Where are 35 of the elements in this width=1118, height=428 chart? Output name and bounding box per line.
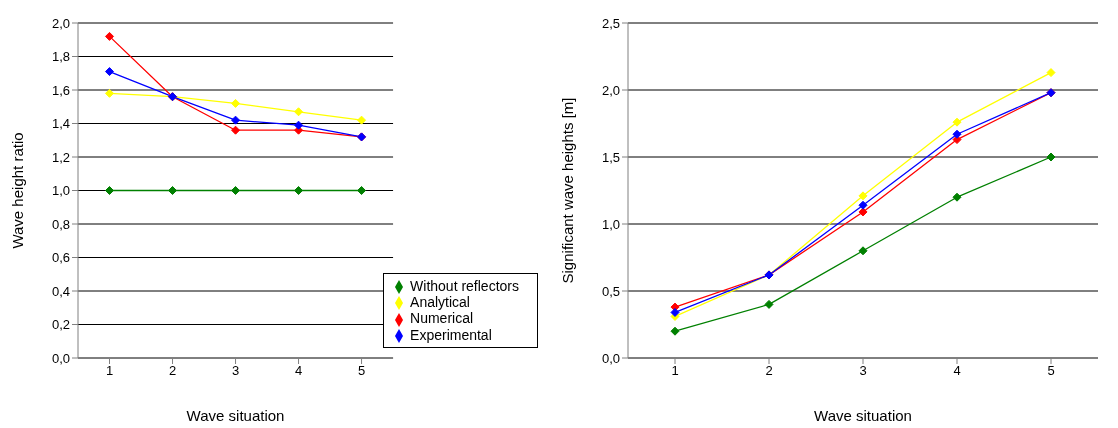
- x-tick-label: 1: [671, 363, 679, 379]
- legend-label: Analytical: [410, 294, 470, 311]
- y-tick-label: 1,0: [601, 216, 620, 232]
- y-tick-label: 1,2: [51, 149, 70, 165]
- x-tick-label: 3: [231, 363, 240, 379]
- y-tick-label: 0,8: [51, 216, 70, 232]
- y-tick-label: 0,5: [601, 283, 620, 299]
- x-tick-label: 2: [765, 363, 773, 379]
- y-tick-label: 1,0: [51, 183, 70, 199]
- y-tick-label: 1,5: [601, 149, 620, 165]
- x-tick-label: 2: [168, 363, 177, 379]
- y-tick-label: 0,6: [51, 250, 70, 266]
- x-axis-title: Wave situation: [186, 407, 285, 424]
- legend-label: Numerical: [410, 310, 474, 327]
- y-axis-title: Significant wave heights [m]: [559, 97, 577, 284]
- legend-label: Without reflectors: [410, 277, 519, 294]
- y-axis-title: Wave height ratio: [9, 132, 27, 249]
- y-tick-label: 0,2: [51, 317, 70, 333]
- y-tick-label: 1,6: [51, 82, 70, 98]
- x-axis-title: Wave situation: [814, 407, 912, 424]
- y-tick-label: 1,4: [51, 116, 70, 132]
- y-tick-label: 2,0: [51, 15, 70, 31]
- x-tick-label: 1: [105, 363, 114, 379]
- y-tick-label: 0,0: [601, 350, 620, 366]
- y-tick-label: 0,4: [51, 283, 70, 299]
- x-tick-label: 4: [953, 363, 961, 379]
- y-tick-label: 1,8: [51, 49, 70, 65]
- x-tick-label: 4: [294, 363, 303, 379]
- x-tick-label: 5: [357, 363, 366, 379]
- legend-label: Experimental: [410, 326, 492, 343]
- y-tick-label: 2,5: [601, 15, 620, 31]
- x-tick-label: 3: [859, 363, 867, 379]
- y-tick-label: 2,0: [601, 82, 620, 98]
- y-tick-label: 0,0: [51, 350, 70, 366]
- x-tick-label: 5: [1047, 363, 1055, 379]
